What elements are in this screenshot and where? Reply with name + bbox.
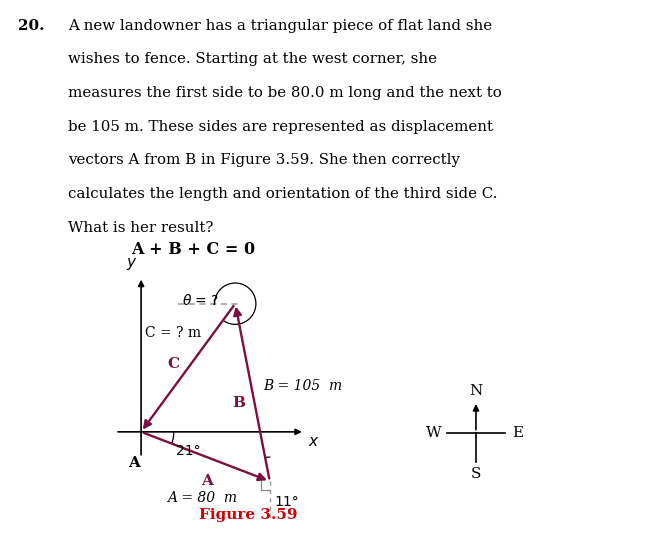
Text: measures the first side to be 80.0 m long and the next to: measures the first side to be 80.0 m lon… (68, 86, 502, 100)
Text: $y$: $y$ (126, 256, 138, 272)
Text: 20.: 20. (18, 19, 45, 33)
Text: What is her result?: What is her result? (68, 221, 214, 234)
Text: N: N (469, 384, 482, 398)
Text: B = 105  m: B = 105 m (263, 379, 342, 392)
Text: A: A (201, 474, 213, 488)
Text: 21°: 21° (175, 444, 200, 458)
Text: wishes to fence. Starting at the west corner, she: wishes to fence. Starting at the west co… (68, 52, 437, 66)
Text: B: B (233, 396, 246, 410)
Text: E: E (512, 426, 524, 439)
Text: calculates the length and orientation of the third side C.: calculates the length and orientation of… (68, 187, 498, 201)
Text: $\theta$ = ?: $\theta$ = ? (182, 293, 220, 308)
Text: vectors A from B in Figure 3.59. She then correctly: vectors A from B in Figure 3.59. She the… (68, 153, 460, 167)
Text: W: W (426, 426, 442, 439)
Text: C = ? m: C = ? m (145, 326, 201, 340)
Text: Figure 3.59: Figure 3.59 (198, 508, 297, 522)
Text: A + B + C = 0: A + B + C = 0 (130, 241, 255, 258)
Text: be 105 m. These sides are represented as displacement: be 105 m. These sides are represented as… (68, 120, 494, 134)
Text: 11°: 11° (275, 495, 300, 509)
Text: $x$: $x$ (308, 434, 319, 449)
Text: A = 80  m: A = 80 m (167, 491, 237, 505)
Text: S: S (471, 467, 481, 481)
Text: A new landowner has a triangular piece of flat land she: A new landowner has a triangular piece o… (68, 19, 492, 33)
Text: A: A (128, 456, 140, 470)
Text: C: C (168, 357, 179, 371)
